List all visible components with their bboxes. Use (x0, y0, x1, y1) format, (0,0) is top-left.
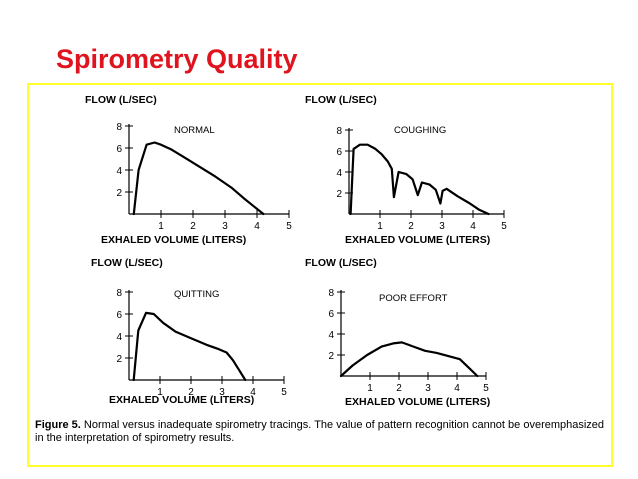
x-tick-label: 1 (158, 221, 164, 232)
y-tick-label: 4 (116, 332, 122, 343)
y-tick-label: 6 (336, 147, 342, 158)
figure-caption: Figure 5. Normal versus inadequate spiro… (35, 419, 607, 445)
x-tick-label: 3 (222, 221, 228, 232)
y-tick-label: 2 (116, 354, 122, 365)
x-tick-label: 4 (470, 221, 476, 232)
flow-volume-curve (349, 143, 490, 216)
spirometry-figure: 2 4 6 8 1 2 3 4 5 FLOW (L/SEC) EXHALED VOLUME (LIT… (85, 94, 507, 408)
y-tick-label: 2 (336, 189, 342, 200)
y-axis-label: FLOW (L/SEC) (305, 257, 377, 269)
x-tick-label: 3 (425, 383, 431, 394)
curve-name: POOR EFFORT (379, 293, 448, 304)
y-tick-label: 8 (116, 122, 122, 133)
y-tick-label: 4 (328, 330, 334, 341)
y-axis-label: FLOW (L/SEC) (91, 257, 163, 269)
x-tick-label: 3 (219, 387, 225, 398)
x-tick-label: 2 (408, 221, 414, 232)
x-tick-label: 1 (377, 221, 383, 232)
figure-caption-text: Normal versus inadequate spirometry trac… (35, 419, 605, 444)
figure-frame: 2 4 6 8 1 2 3 4 5 FLOW (L/SEC) EXHALED VOLUME (LIT… (27, 83, 613, 467)
x-tick-label: 2 (396, 383, 402, 394)
x-tick-label: 5 (281, 387, 287, 398)
y-tick-label: 8 (116, 288, 122, 299)
y-tick-label: 6 (116, 310, 122, 321)
x-tick-label: 2 (190, 221, 196, 232)
flow-volume-curve (132, 311, 247, 382)
x-tick-label: 1 (367, 383, 373, 394)
x-tick-label: 5 (501, 221, 507, 232)
figure-caption-label: Figure 5. (35, 419, 81, 431)
y-tick-label: 4 (336, 168, 342, 179)
x-axis-label: EXHALED VOLUME (LITERS) (101, 234, 246, 246)
y-tick-label: 8 (328, 288, 334, 299)
slide-title: Spirometry Quality (56, 44, 298, 74)
y-tick-label: 2 (116, 188, 122, 199)
x-axis-label: EXHALED VOLUME (LITERS) (345, 396, 490, 408)
curve-name: NORMAL (174, 125, 215, 136)
flow-volume-curve (132, 141, 265, 216)
x-tick-label: 4 (250, 387, 256, 398)
x-axis-label: EXHALED VOLUME (LITERS) (109, 394, 254, 406)
y-axis-label: FLOW (L/SEC) (305, 94, 377, 106)
y-tick-label: 8 (336, 126, 342, 137)
y-tick-label: 4 (116, 166, 122, 177)
y-tick-label: 2 (328, 351, 334, 362)
x-tick-label: 5 (286, 221, 292, 232)
x-tick-label: 2 (188, 387, 194, 398)
x-tick-label: 4 (254, 221, 260, 232)
x-tick-label: 3 (439, 221, 445, 232)
x-tick-label: 4 (454, 383, 460, 394)
x-tick-label: 1 (157, 387, 163, 398)
y-tick-label: 6 (116, 144, 122, 155)
curve-name: QUITTING (174, 289, 219, 300)
flow-volume-curve (339, 341, 479, 378)
curve-name: COUGHING (394, 125, 446, 136)
x-tick-label: 5 (483, 383, 489, 394)
x-axis-label: EXHALED VOLUME (LITERS) (345, 234, 490, 246)
y-tick-label: 6 (328, 309, 334, 320)
y-axis-label: FLOW (L/SEC) (85, 94, 157, 106)
